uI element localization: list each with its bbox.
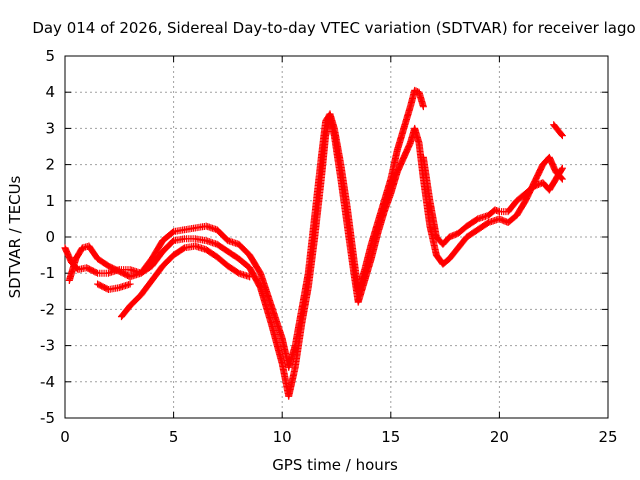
data-point <box>92 269 100 277</box>
data-point <box>126 280 134 288</box>
x-tick-label: 25 <box>598 428 617 446</box>
data-point <box>558 131 566 139</box>
chart-title: Day 014 of 2026, Sidereal Day-to-day VTE… <box>32 19 635 37</box>
axis-ticks <box>64 55 609 419</box>
y-tick-label: 3 <box>45 119 55 137</box>
y-tick-label: 5 <box>45 47 55 65</box>
series-track-b <box>65 86 427 371</box>
y-tick-label: -4 <box>40 373 55 391</box>
y-tick-label: -2 <box>40 300 55 318</box>
data-point <box>419 103 427 111</box>
series-track-f <box>550 121 566 140</box>
data-point <box>558 175 566 183</box>
x-tick-label: 5 <box>169 428 179 446</box>
y-tick-label: -5 <box>40 409 55 427</box>
series-track-e <box>419 153 566 248</box>
data-point <box>246 273 254 281</box>
series-track-a <box>61 114 566 400</box>
y-axis-label: SDTVAR / TECUs <box>6 175 24 298</box>
y-tick-label: 4 <box>45 83 55 101</box>
y-tick-label: -1 <box>40 264 55 282</box>
data-point <box>558 132 566 140</box>
x-tick-label: 20 <box>490 428 509 446</box>
x-tick-label: 0 <box>60 428 70 446</box>
data-point <box>179 245 187 253</box>
y-tick-label: 0 <box>45 228 55 246</box>
grid-lines <box>65 56 608 418</box>
y-tick-label: 2 <box>45 156 55 174</box>
series-track-d <box>94 280 134 293</box>
data-point <box>494 207 502 215</box>
x-axis-label: GPS time / hours <box>272 456 398 474</box>
y-tick-label: -3 <box>40 337 55 355</box>
x-tick-labels: 0 5 10 15 20 25 <box>60 428 617 446</box>
data-point <box>558 164 566 172</box>
x-tick-label: 15 <box>381 428 400 446</box>
series-track-c <box>117 242 254 321</box>
data-point <box>558 165 566 173</box>
y-tick-labels: -5 -4 -3 -2 -1 0 1 2 3 4 5 <box>40 47 55 427</box>
x-tick-label: 10 <box>273 428 292 446</box>
data-points <box>61 86 566 400</box>
y-tick-label: 1 <box>45 192 55 210</box>
